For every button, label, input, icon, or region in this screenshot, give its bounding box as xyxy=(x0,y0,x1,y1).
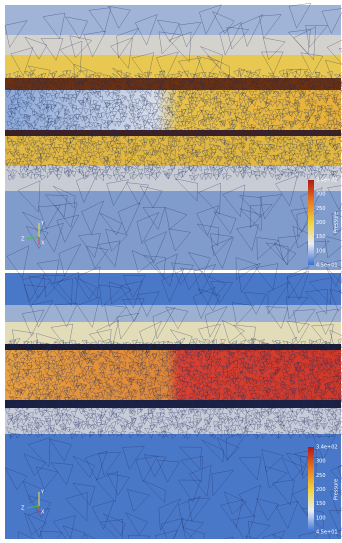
axis-label-z: Z xyxy=(21,237,25,243)
colorbar-tick: 200 xyxy=(316,220,326,226)
colorbar-tick: 250 xyxy=(316,206,326,212)
colorbar-tick: 150 xyxy=(316,234,326,240)
colorbar-tick: 100 xyxy=(316,515,326,521)
colorbar-max: 3.4e+02 xyxy=(316,445,338,451)
region xyxy=(5,5,341,35)
axis-label-z: Z xyxy=(21,506,25,512)
colorbar-tick: 250 xyxy=(316,473,326,479)
screenshot: 3.4e+023002502001501004.5e+01PressureYZX… xyxy=(0,0,342,539)
colorbar-tick: 300 xyxy=(316,459,326,465)
divider xyxy=(0,270,342,273)
panel-top xyxy=(5,5,341,270)
colorbar-tick: 100 xyxy=(316,248,326,254)
colorbar-max: 3.4e+02 xyxy=(316,178,338,184)
colorbar-tick: 200 xyxy=(316,487,326,493)
colorbar xyxy=(308,180,314,265)
colorbar-title: Pressure xyxy=(334,212,340,233)
region xyxy=(5,55,341,80)
colorbar-title: Pressure xyxy=(334,479,340,500)
axis-label-x: X xyxy=(41,510,45,516)
region xyxy=(5,35,341,55)
colorbar-min: 4.5e+01 xyxy=(316,263,338,269)
colorbar-tick: 150 xyxy=(316,501,326,507)
page: 3.4e+023002502001501004.5e+01PressureYZX… xyxy=(0,0,342,539)
colorbar xyxy=(308,447,314,532)
axis-label-x: X xyxy=(41,241,45,247)
colorbar-min: 4.5e+01 xyxy=(316,530,338,536)
colorbar-tick: 300 xyxy=(316,192,326,198)
